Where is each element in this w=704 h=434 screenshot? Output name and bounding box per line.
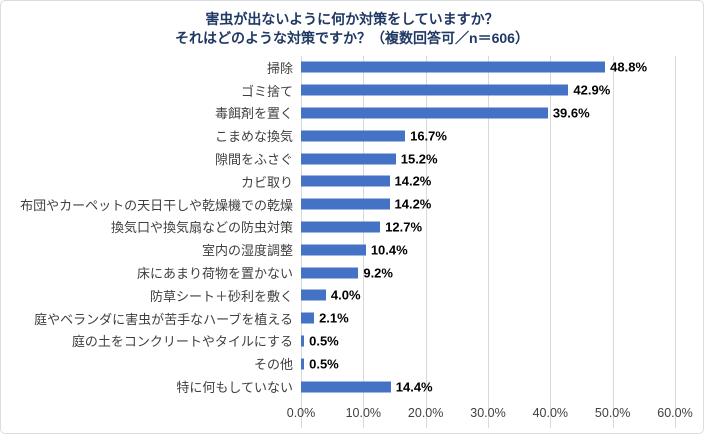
bar-row: 特に何もしていない 14.4% xyxy=(1,375,703,398)
value-label: 14.2% xyxy=(394,173,432,189)
category-label: 特に何もしていない xyxy=(176,380,293,396)
bar xyxy=(301,381,391,393)
value-label: 2.1% xyxy=(319,310,349,326)
bar-row: 室内の湿度調整 10.4% xyxy=(1,238,703,261)
bar-row: 毒餌剤を置く 39.6% xyxy=(1,102,703,125)
bar-area: 0.5% xyxy=(301,330,675,353)
bar xyxy=(301,267,359,279)
chart-title-line2: それはどのような対策ですか？（複数回答可／n＝606） xyxy=(175,30,529,46)
bar xyxy=(301,107,548,119)
bar-area: 9.2% xyxy=(301,261,675,284)
bar-row: その他 0.5% xyxy=(1,352,703,375)
category-label: 換気口や換気扇などの防虫対策 xyxy=(110,220,293,236)
bar-row: こまめな換気 16.7% xyxy=(1,124,703,147)
bar-rows: 掃除 48.8% ゴミ捨て 42.9% 毒餌剤を置く 39.6% こまめな換気 16.7% 隙間… xyxy=(1,56,703,398)
bar-row: ゴミ捨て 42.9% xyxy=(1,79,703,102)
x-axis-tick-label: 60.0% xyxy=(657,405,693,420)
bar-area: 42.9% xyxy=(301,79,675,102)
bar-row: 防草シート＋砂利を敷く 4.0% xyxy=(1,284,703,307)
category-label: 隙間をふさぐ xyxy=(214,152,293,168)
value-label: 0.5% xyxy=(309,333,339,349)
category-label: 庭やベランダに害虫が苦手なハーブを植える xyxy=(34,311,293,327)
bar xyxy=(301,84,569,96)
x-axis: 0.0% 10.0% 20.0% 30.0% 40.0% 50.0% 60.0% xyxy=(287,404,693,424)
bar-area: 14.2% xyxy=(301,193,675,216)
value-label: 4.0% xyxy=(330,287,361,303)
bar-area: 0.5% xyxy=(301,352,675,375)
value-label: 12.7% xyxy=(385,219,423,235)
bar-row: 庭の土をコンクリートやタイルにする 0.5% xyxy=(1,330,703,353)
category-label: その他 xyxy=(253,357,293,373)
value-label: 14.2% xyxy=(394,196,432,212)
bar xyxy=(301,221,381,233)
value-label: 10.4% xyxy=(370,242,408,258)
bar-area: 48.8% xyxy=(301,56,675,79)
x-axis-tick-label: 20.0% xyxy=(407,405,444,420)
value-label: 48.8% xyxy=(610,59,648,75)
x-axis-tick-label: 0.0% xyxy=(286,405,316,420)
category-label: 防草シート＋砂利を敷く xyxy=(149,288,293,304)
bar xyxy=(301,312,315,324)
bar-area: 10.4% xyxy=(301,238,675,261)
x-axis-tick-label: 50.0% xyxy=(594,405,631,420)
bar xyxy=(301,153,396,165)
bar-area: 4.0% xyxy=(301,284,675,307)
bar-row: 隙間をふさぐ 15.2% xyxy=(1,147,703,170)
bar xyxy=(301,175,390,187)
bar-area: 14.4% xyxy=(301,375,675,398)
x-axis-tick-label: 10.0% xyxy=(345,405,382,420)
bar-row: 布団やカーペットの天日干しや乾燥機での乾燥 14.2% xyxy=(1,193,703,216)
category-label: カビ取り xyxy=(240,174,293,190)
category-label: 布団やカーペットの天日干しや乾燥機での乾燥 xyxy=(20,197,293,213)
x-axis-tick-label: 40.0% xyxy=(532,405,569,420)
bar xyxy=(301,289,326,301)
bar-area: 12.7% xyxy=(301,216,675,239)
value-label: 16.7% xyxy=(410,128,447,144)
bar-area: 2.1% xyxy=(301,307,675,330)
plot-area: 掃除 48.8% ゴミ捨て 42.9% 毒餌剤を置く 39.6% こまめな換気 16.7% 隙間… xyxy=(1,56,703,428)
category-label: 室内の湿度調整 xyxy=(201,243,293,259)
bar xyxy=(301,358,305,370)
value-label: 42.9% xyxy=(573,82,611,98)
chart-title-line1: 害虫が出ないように何か対策をしていますか？ xyxy=(205,11,499,27)
bar xyxy=(301,335,305,347)
bar-area: 39.6% xyxy=(301,102,675,125)
value-label: 39.6% xyxy=(552,105,590,121)
category-label: 庭の土をコンクリートやタイルにする xyxy=(71,334,293,350)
category-label: 床にあまり荷物を置かない xyxy=(136,266,293,282)
bar-area: 16.7% xyxy=(301,124,675,147)
value-label: 14.4% xyxy=(395,379,433,395)
category-label: 掃除 xyxy=(266,60,293,76)
category-label: ゴミ捨て xyxy=(240,83,293,99)
bar-row: 掃除 48.8% xyxy=(1,56,703,79)
category-label: 毒餌剤を置く xyxy=(214,106,293,122)
x-axis-tick-label: 30.0% xyxy=(470,405,506,420)
bar xyxy=(301,244,366,256)
bar-row: 床にあまり荷物を置かない 9.2% xyxy=(1,261,703,284)
bar xyxy=(301,198,390,210)
category-label: こまめな換気 xyxy=(214,129,293,145)
value-label: 15.2% xyxy=(400,151,438,167)
bar-area: 15.2% xyxy=(301,147,675,170)
chart-title: 害虫が出ないように何か対策をしていますか？ それはどのような対策ですか？（複数回… xyxy=(1,10,703,48)
value-label: 0.5% xyxy=(309,356,339,372)
bar-row: 庭やベランダに害虫が苦手なハーブを植える 2.1% xyxy=(1,307,703,330)
bar xyxy=(301,130,406,142)
bar-row: 換気口や換気扇などの防虫対策 12.7% xyxy=(1,216,703,239)
value-label: 9.2% xyxy=(363,265,393,281)
bar-row: カビ取り 14.2% xyxy=(1,170,703,193)
bar-area: 14.2% xyxy=(301,170,675,193)
bar xyxy=(301,61,606,73)
